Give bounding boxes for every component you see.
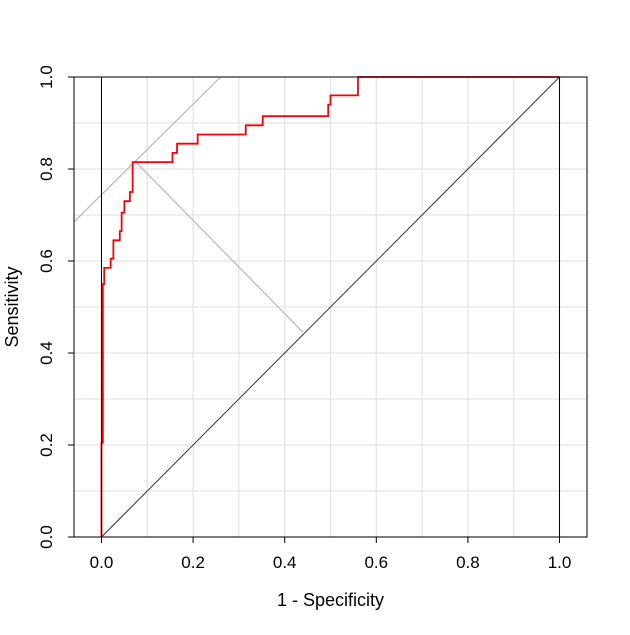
x-tick-label: 0.8 bbox=[456, 553, 480, 572]
y-tick-label: 0.4 bbox=[37, 341, 56, 365]
axes-layer bbox=[68, 76, 588, 543]
chance-diagonal-line bbox=[101, 76, 560, 538]
plot-frame bbox=[73, 76, 588, 538]
x-tick-label: 0.0 bbox=[90, 553, 114, 572]
x-tick-label: 1.0 bbox=[548, 553, 572, 572]
reference-lines-layer bbox=[73, 76, 560, 538]
y-tick-label: 0.2 bbox=[37, 433, 56, 457]
tangent-helper-line bbox=[73, 76, 221, 223]
x-axis-label: 1 - Specificity bbox=[277, 590, 384, 610]
perpendicular-helper-line bbox=[135, 161, 304, 333]
roc-curve-line bbox=[100, 76, 560, 537]
y-axis-label: Sensitivity bbox=[2, 266, 22, 347]
x-tick-label: 0.2 bbox=[181, 553, 205, 572]
roc-series-layer bbox=[100, 76, 560, 537]
y-tick-label: 0.6 bbox=[37, 249, 56, 273]
y-tick-label: 1.0 bbox=[37, 65, 56, 89]
y-tick-label: 0.0 bbox=[37, 525, 56, 549]
labels-layer: 0.0 0.2 0.4 0.6 0.8 1.0 0.0 0.2 0.4 0.6 0.8 1.0 1 - … bbox=[2, 65, 571, 610]
x-tick-label: 0.6 bbox=[364, 553, 388, 572]
y-tick-label: 0.8 bbox=[37, 157, 56, 181]
x-tick-label: 0.4 bbox=[273, 553, 297, 572]
